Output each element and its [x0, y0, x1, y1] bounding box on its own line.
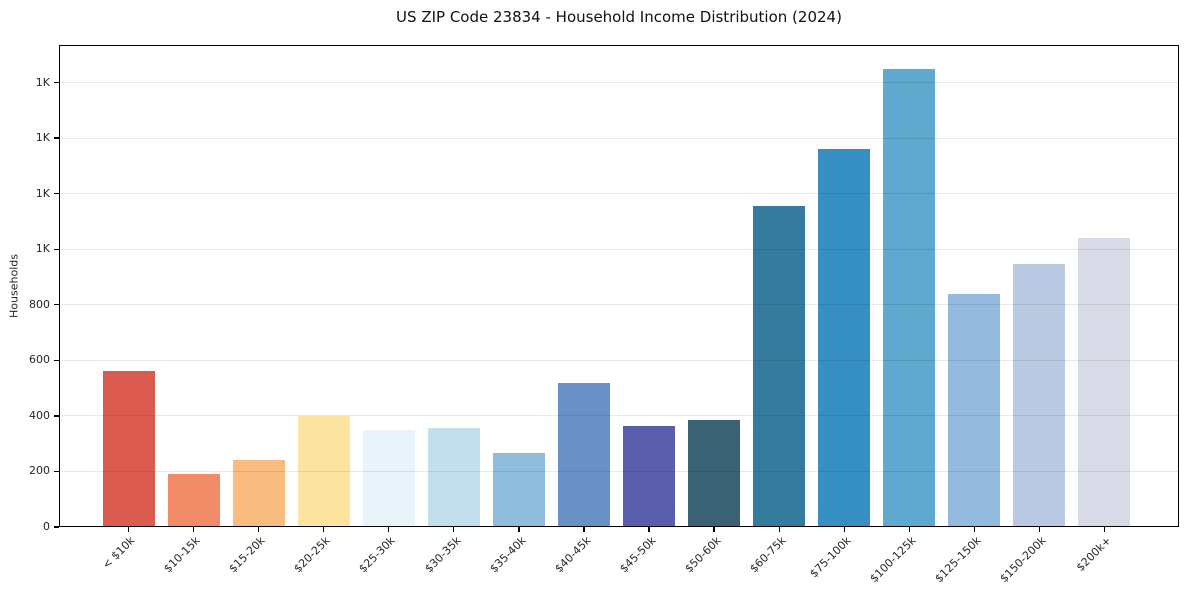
x-tick-mark [127, 527, 130, 532]
y-tick-mark [54, 359, 59, 361]
bar-$125-150k [948, 293, 1001, 527]
x-tick-mark [258, 527, 260, 532]
y-tick-mark [54, 248, 59, 250]
bar-$100-125k [883, 68, 936, 527]
x-tick-mark [323, 527, 325, 532]
x-tick-mark [843, 527, 845, 532]
y-tick-label: 1K [35, 186, 50, 200]
x-tick-mark [908, 527, 910, 532]
bar-$150-200k [1013, 264, 1066, 527]
y-tick-label: 800 [29, 297, 50, 311]
x-tick-mark [713, 527, 715, 532]
bar-$200k+ [1078, 238, 1131, 527]
y-tick-label: 1K [35, 75, 50, 89]
bar-$40-45k [557, 382, 610, 527]
y-tick-label: 1K [35, 242, 50, 256]
x-tick-mark [778, 527, 780, 532]
bar-$20-25k [297, 415, 350, 527]
y-tick-mark [54, 470, 59, 473]
x-tick-mark [583, 527, 585, 532]
x-tick-mark [518, 527, 520, 532]
bar-$45-50k [623, 425, 676, 527]
y-tick-label: 200 [29, 464, 50, 478]
y-tick-mark [54, 81, 59, 84]
x-tick-mark [192, 527, 195, 532]
bar-$50-60k [688, 420, 741, 527]
bar-$30-35k [427, 428, 480, 527]
x-tick-mark [453, 527, 455, 532]
y-tick-mark [54, 137, 59, 139]
y-tick-label: 600 [29, 353, 50, 367]
bar-$60-75k [753, 206, 806, 527]
x-tick-mark [1103, 527, 1106, 532]
bar-$75-100k [818, 149, 871, 527]
y-tick-mark [54, 526, 59, 528]
x-tick-mark [973, 527, 975, 532]
bar-$10-15k [167, 474, 220, 527]
y-tick-mark [54, 415, 59, 417]
x-tick-mark [1038, 527, 1041, 532]
y-tick-label: 1K [35, 131, 50, 145]
x-tick-mark [388, 527, 390, 532]
y-tick-mark [54, 192, 59, 195]
bar-$25-30k [362, 429, 415, 527]
x-tick-mark [648, 527, 650, 532]
y-tick-label: 400 [29, 408, 50, 422]
bar-< $10k [102, 371, 155, 527]
bar-$35-40k [492, 453, 545, 527]
y-tick-label: 0 [43, 520, 50, 533]
bar-$15-20k [232, 460, 285, 527]
y-tick-mark [54, 304, 59, 306]
chart-title: US ZIP Code 23834 - Household Income Dis… [396, 8, 842, 26]
